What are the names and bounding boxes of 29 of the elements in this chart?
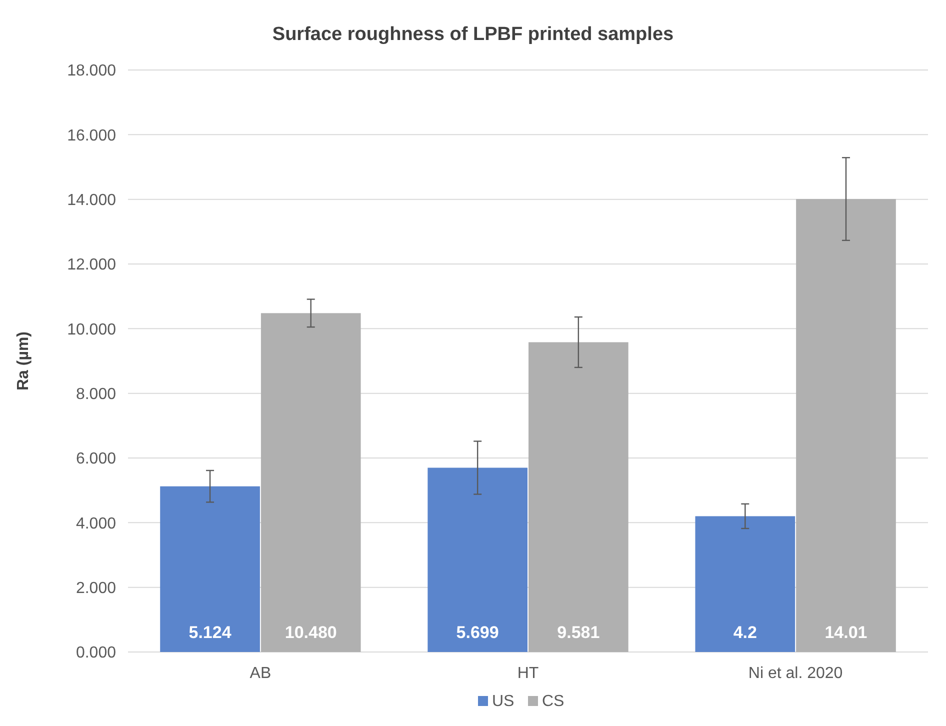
- x-tick-label: HT: [517, 665, 539, 682]
- data-label: 10.480: [284, 623, 337, 642]
- legend-label: CS: [542, 693, 564, 710]
- y-tick-label: 18.000: [67, 62, 116, 80]
- data-label: 4.2: [733, 623, 757, 642]
- x-tick-label: Ni et al. 2020: [748, 665, 843, 682]
- y-tick-label: 0.000: [76, 644, 116, 662]
- y-tick-label: 8.000: [76, 386, 116, 403]
- y-tick-label: 12.000: [67, 256, 116, 274]
- data-label: 9.581: [557, 623, 600, 642]
- data-label: 14.01: [824, 623, 868, 642]
- bar: [695, 516, 796, 652]
- legend-label: US: [492, 693, 514, 710]
- y-tick-label: 16.000: [67, 127, 116, 144]
- bar: [528, 342, 628, 652]
- data-label: 5.699: [456, 623, 499, 642]
- data-label: 5.124: [188, 623, 232, 642]
- chart-title: Surface roughness of LPBF printed samples: [272, 24, 674, 45]
- x-tick-label: AB: [250, 665, 272, 682]
- y-tick-label: 4.000: [76, 515, 116, 532]
- y-tick-label: 14.000: [67, 192, 116, 209]
- y-tick-label: 6.000: [76, 450, 116, 468]
- bar: [260, 313, 361, 652]
- bar: [796, 199, 896, 652]
- bar: [160, 486, 260, 652]
- y-axis-title: Ra (µm): [15, 332, 32, 390]
- y-tick-label: 2.000: [76, 580, 116, 597]
- y-tick-label: 10.000: [67, 321, 116, 338]
- bar: [428, 468, 528, 652]
